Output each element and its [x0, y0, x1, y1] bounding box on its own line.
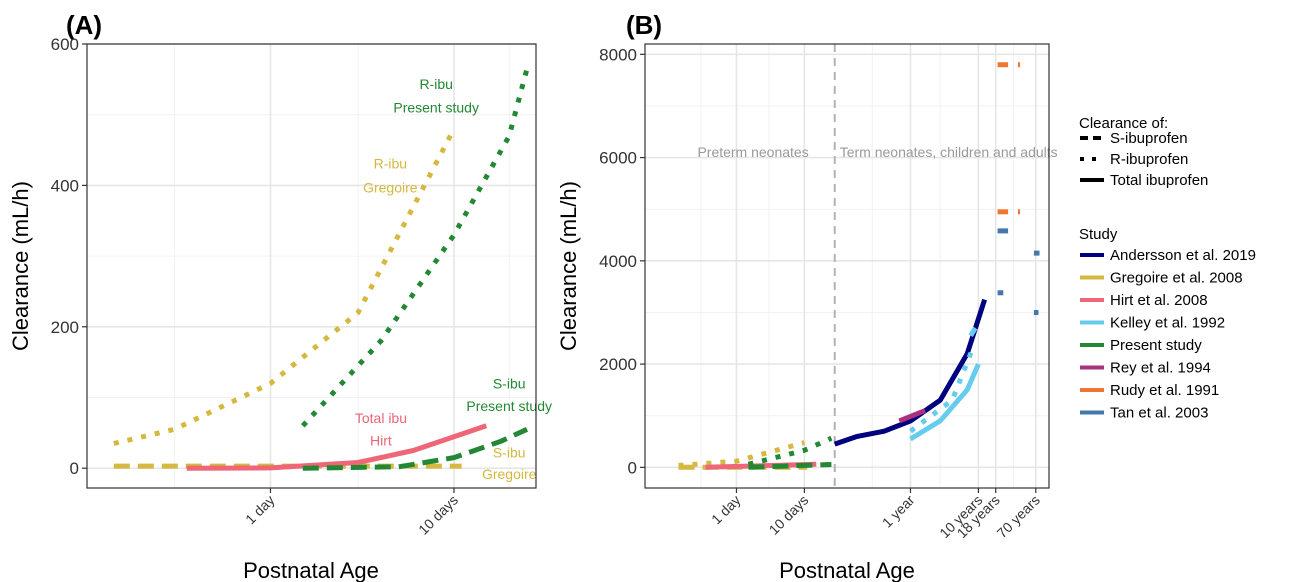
y-tick-label: 2000	[599, 355, 637, 374]
panel-b-x-title: Postnatal Age	[779, 558, 915, 582]
legend-study-label: Rey et al. 1994	[1110, 360, 1211, 377]
legend: Clearance of: S-ibuprofen R-ibuprofen Tota…	[1079, 115, 1256, 422]
x-tick-label: 10 days	[415, 492, 461, 538]
series-line	[909, 363, 981, 442]
series-line	[968, 326, 978, 338]
series-line	[186, 423, 488, 471]
legend-study-label: Andersson et al. 2019	[1110, 247, 1256, 264]
legend-study-label: Rudy et al. 1991	[1110, 382, 1219, 399]
series-line	[113, 127, 457, 446]
panel-b-frame	[644, 43, 1050, 489]
series-line	[898, 408, 927, 424]
legend-linetype-title: Clearance of:	[1079, 115, 1168, 132]
panel-a-y-ticks: 0 200 400 600	[51, 35, 87, 478]
annotation-label: R-ibu	[374, 155, 407, 171]
series-line	[748, 462, 832, 470]
panel-b-divider: Preterm neonates Term neonates, children …	[697, 44, 1058, 488]
panel-b-y-title: Clearance (mL/h)	[556, 181, 581, 351]
panel-a-x-ticks: 1 day 10 days	[242, 488, 461, 538]
annotation-label: Gregoire	[363, 179, 418, 195]
x-tick-label: 10 days	[766, 492, 812, 538]
divider-right-label: Term neonates, children and adults	[840, 144, 1058, 160]
y-tick-label: 4000	[599, 252, 637, 271]
panel-b-background	[645, 44, 1049, 488]
panel-b-series	[678, 62, 1040, 470]
panel-a-label: (A)	[66, 10, 102, 40]
legend-studies: Andersson et al. 2019 Gregoire et al. 200…	[1080, 247, 1256, 422]
y-tick-label: 6000	[599, 149, 637, 168]
panel-a-x-title: Postnatal Age	[243, 558, 379, 582]
y-tick-label: 400	[51, 176, 79, 195]
legend-linetypes: S-ibuprofen R-ibuprofen Total ibuprofen	[1080, 130, 1208, 189]
panel-b-y-ticks: 0 2000 4000 6000 8000	[599, 45, 645, 477]
annotation-label: Present study	[466, 398, 552, 414]
annotation-label: Gregoire	[482, 466, 537, 482]
legend-study-title: Study	[1079, 226, 1118, 243]
legend-linetype-label: R-ibuprofen	[1110, 151, 1188, 168]
legend-study-label: Hirt et al. 2008	[1110, 292, 1208, 309]
y-tick-label: 0	[628, 458, 637, 477]
y-tick-label: 200	[51, 318, 79, 337]
x-tick-label: 1 day	[708, 492, 744, 528]
y-tick-label: 0	[70, 459, 79, 478]
annotation-label: S-ibu	[493, 375, 526, 391]
series-line	[678, 440, 806, 468]
legend-study-label: Kelley et al. 1992	[1110, 315, 1225, 332]
annotation-label: R-ibu	[419, 76, 452, 92]
series-line	[909, 347, 975, 434]
legend-study-label: Tan et al. 2003	[1110, 405, 1208, 422]
annotation-label: Hirt	[370, 433, 392, 449]
panel-a: (A) R-ibu Present study R-ibu Gregoire S-ibu…	[8, 10, 552, 582]
legend-linetype-label: S-ibuprofen	[1110, 130, 1188, 147]
panel-a-frame	[86, 43, 537, 489]
panel-a-y-title: Clearance (mL/h)	[8, 181, 33, 351]
annotation-label: Present study	[393, 100, 479, 116]
series-line	[302, 427, 529, 471]
annotation-label: Total ibu	[355, 410, 407, 426]
panel-b-grid	[645, 44, 1049, 488]
panel-a-annotations: R-ibu Present study R-ibu Gregoire S-ibu Pres…	[355, 76, 552, 482]
panel-b: (B) Preterm neonates Term neonates, child…	[556, 10, 1058, 582]
legend-study-label: Gregoire et al. 2008	[1110, 270, 1243, 287]
y-tick-label: 8000	[599, 45, 637, 64]
legend-linetype-label: Total ibuprofen	[1110, 172, 1208, 189]
y-tick-label: 600	[51, 35, 79, 54]
series-line	[833, 298, 987, 447]
x-tick-label: 1 year	[879, 492, 918, 531]
panel-b-label: (B)	[626, 10, 662, 40]
series-line	[300, 68, 530, 428]
legend-study-label: Present study	[1110, 337, 1202, 354]
panel-a-series	[113, 68, 530, 471]
annotation-label: S-ibu	[493, 445, 526, 461]
x-tick-label: 70 years	[994, 492, 1043, 541]
divider-left-label: Preterm neonates	[697, 144, 808, 160]
series-line	[747, 435, 833, 467]
x-tick-label: 1 day	[242, 492, 278, 528]
